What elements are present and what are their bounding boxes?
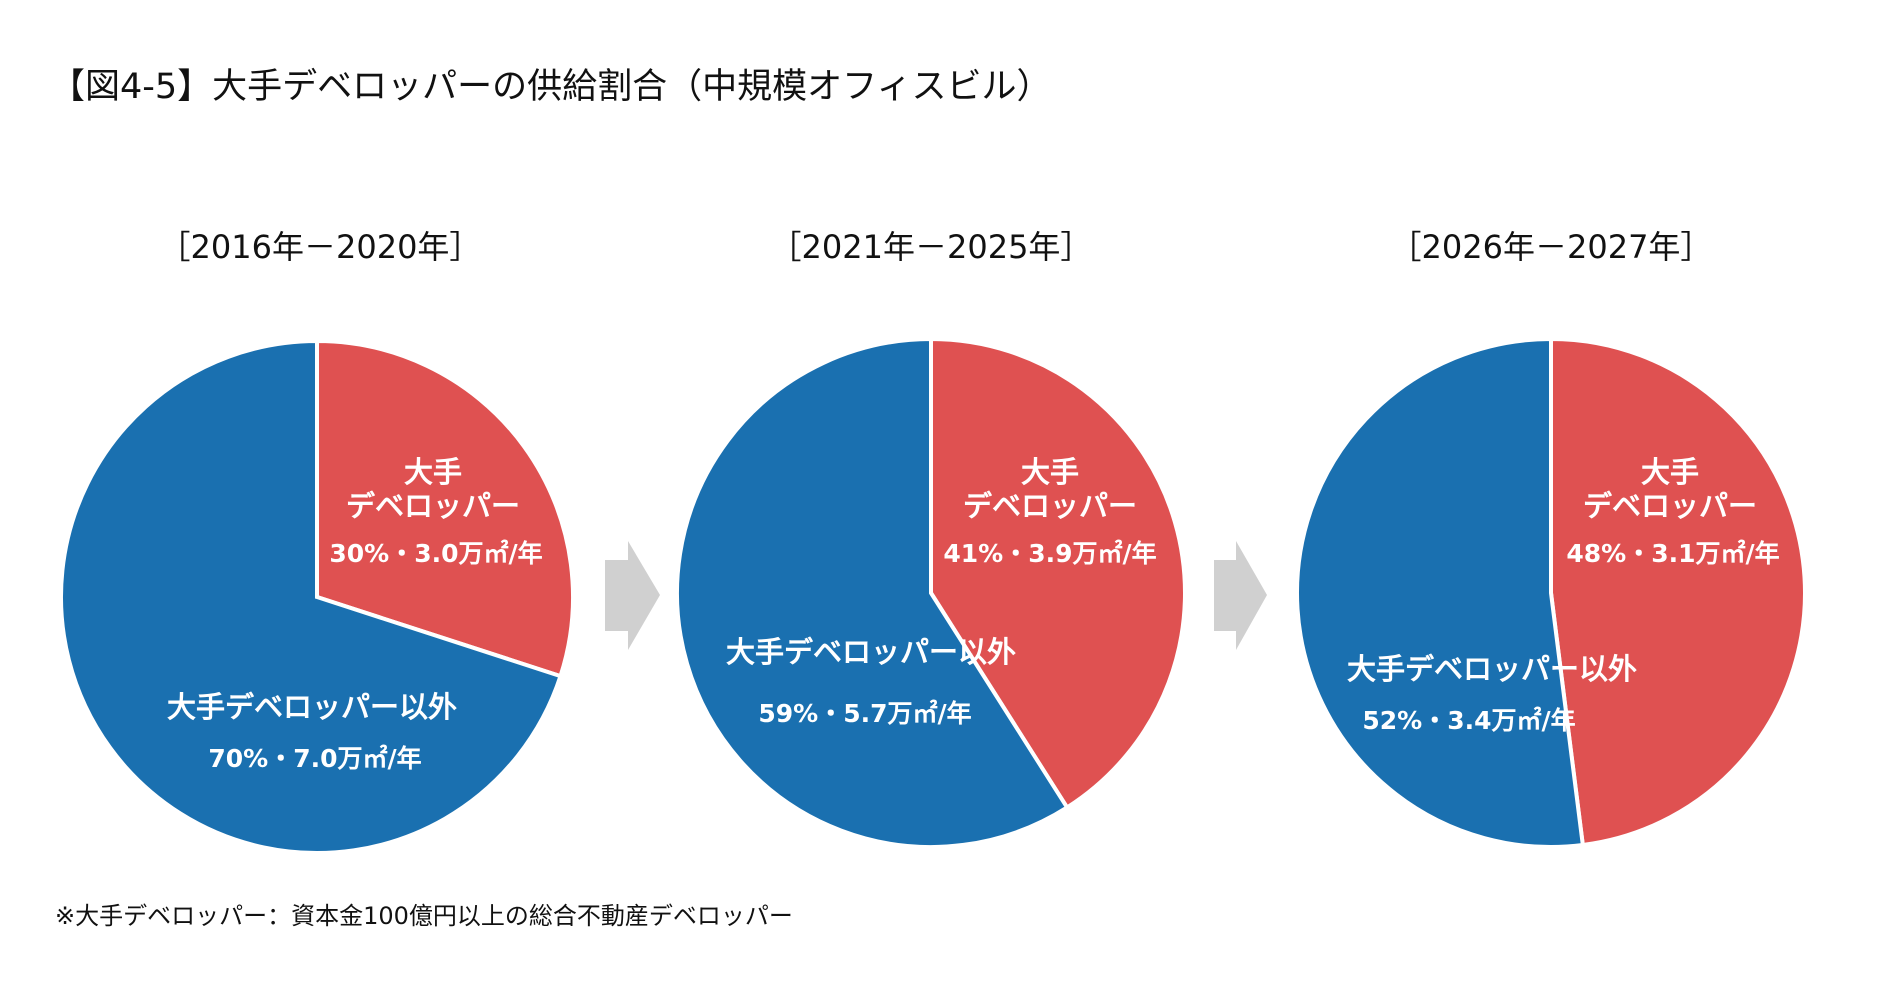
major-label-2b: デベロッパー	[963, 489, 1137, 523]
arrow-icon	[1214, 541, 1267, 650]
period-label-2: ［2021年－2025年］	[769, 228, 1093, 266]
pie-3-slice-other	[1295, 336, 1586, 849]
pie-1-slice-major	[315, 338, 575, 679]
pie-2-slice-other	[675, 336, 1070, 849]
major-value-3: 48%・3.1万㎡/年	[1566, 539, 1779, 568]
footnote: ※大手デベロッパー：資本金100億円以上の総合不動産デベロッパー	[55, 902, 793, 930]
period-label-1: ［2016年－2020年］	[158, 228, 482, 266]
arrow-icon	[605, 541, 660, 650]
other-label-2: 大手デベロッパー以外	[726, 635, 1016, 669]
period-label-3: ［2026年－2027年］	[1389, 228, 1713, 266]
chart-title: 【図4-5】大手デベロッパーの供給割合（中規模オフィスビル）	[50, 67, 1052, 107]
other-label-1: 大手デベロッパー以外	[167, 690, 457, 724]
pie-3-slice-major	[1549, 336, 1807, 848]
major-label-2: 大手	[1021, 455, 1079, 489]
other-value-2: 59%・5.7万㎡/年	[758, 699, 971, 728]
other-value-3: 52%・3.4万㎡/年	[1362, 706, 1575, 735]
major-value-2: 41%・3.9万㎡/年	[943, 539, 1156, 568]
major-label-1b: デベロッパー	[346, 489, 520, 523]
other-label-3: 大手デベロッパー以外	[1347, 652, 1637, 686]
major-label-1: 大手	[404, 455, 462, 489]
pie-1-slice-other	[59, 338, 563, 855]
major-value-1: 30%・3.0万㎡/年	[329, 539, 542, 568]
major-label-3b: デベロッパー	[1583, 489, 1757, 523]
major-label-3: 大手	[1641, 455, 1699, 489]
other-value-1: 70%・7.0万㎡/年	[208, 744, 421, 773]
